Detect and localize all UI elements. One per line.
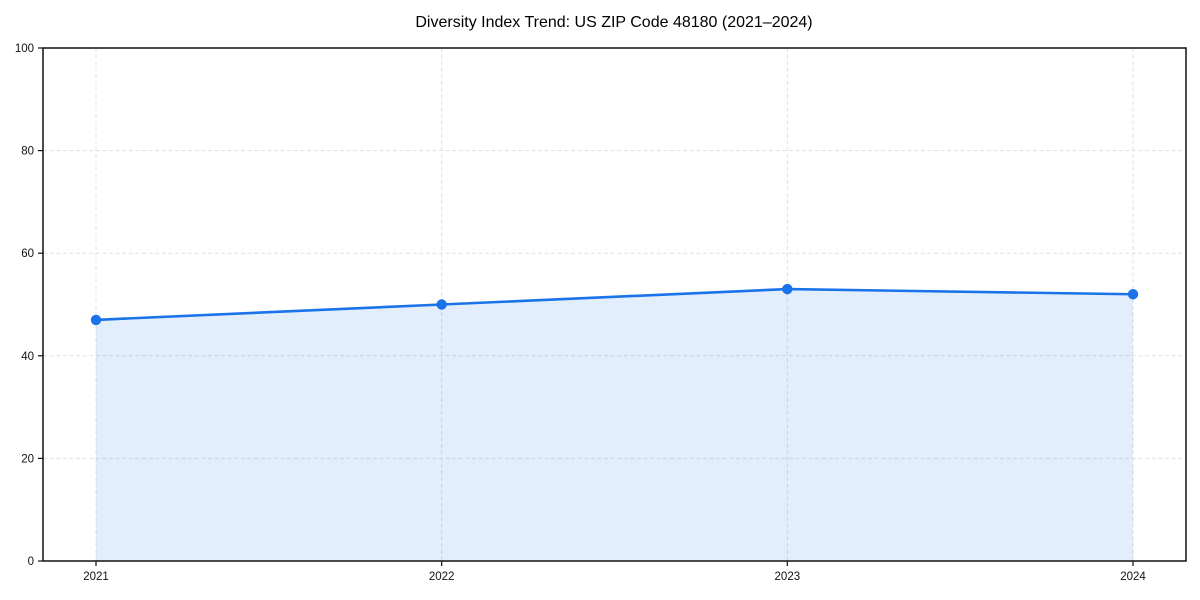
area-fill <box>96 289 1133 561</box>
x-tick-label: 2022 <box>429 571 455 583</box>
chart-title: Diversity Index Trend: US ZIP Code 48180… <box>415 14 813 31</box>
data-point-2024 <box>1127 289 1139 300</box>
data-point-2022 <box>436 299 447 310</box>
x-tick-label: 2023 <box>775 571 801 583</box>
x-tick-label: 2021 <box>83 571 109 583</box>
y-tick-label: 80 <box>21 146 34 158</box>
data-point-2023 <box>782 283 793 295</box>
plot-border <box>42 47 1187 562</box>
data-point-2021 <box>90 314 102 326</box>
y-tick-label: 100 <box>15 43 34 55</box>
y-tick-label: 60 <box>21 248 34 260</box>
y-tick-label: 0 <box>28 556 34 568</box>
trend-line <box>94 287 1135 322</box>
y-tick-label: 20 <box>21 453 34 465</box>
y-tick-label: 40 <box>21 351 34 363</box>
x-tick-label: 2024 <box>1120 571 1146 583</box>
